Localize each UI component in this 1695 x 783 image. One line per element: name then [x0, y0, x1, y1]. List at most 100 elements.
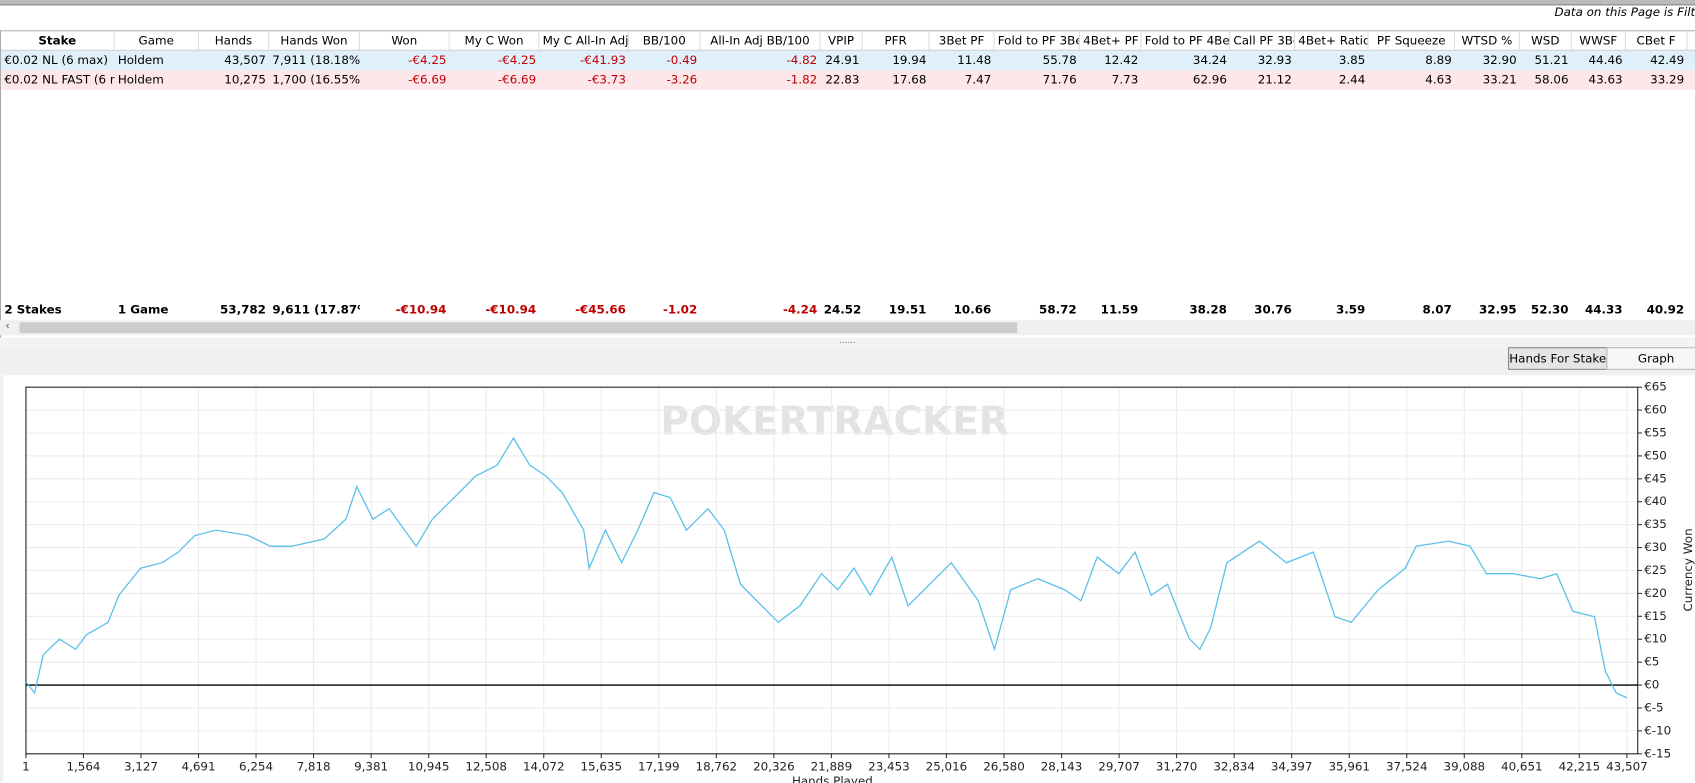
table-cell: 71.76	[1042, 72, 1077, 87]
column-header[interactable]: VPIP	[820, 31, 863, 50]
tab[interactable]: Hands For Stake	[1507, 347, 1608, 370]
total-cell: 11.59	[1100, 302, 1139, 317]
table-cell: 21.12	[1257, 72, 1292, 87]
total-cell: -1.02	[662, 302, 698, 317]
total-cell: 10.66	[953, 302, 992, 317]
total-cell: -€45.66	[575, 302, 626, 317]
table-cell: 12.42	[1104, 52, 1139, 68]
row-bg	[1, 50, 1695, 71]
column-header[interactable]: Hands Won	[269, 31, 360, 50]
x-tick-label: 17,199	[638, 759, 680, 773]
table-cell: -€6.69	[408, 72, 447, 87]
scroll-left[interactable]: ‹	[5, 320, 10, 333]
x-tick-label: 9,381	[354, 759, 388, 773]
total-cell: 8.07	[1422, 302, 1452, 317]
y-tick-label: €5	[1644, 655, 1659, 669]
table-cell: 7.73	[1111, 72, 1139, 87]
column-header[interactable]: 4Bet+ PF	[1080, 31, 1142, 50]
table-cell: 7,911 (18.18%)	[272, 52, 360, 68]
column-header[interactable]: PFR	[863, 31, 930, 50]
stats-table: Stake Game Hands Hands Won Won My C Won My C A…	[0, 30, 1695, 339]
column-header[interactable]: WTSD %	[1455, 31, 1520, 50]
table-cell: 19.94	[892, 52, 927, 68]
column-header[interactable]: Stake	[1, 31, 115, 50]
total-cell: -4.24	[782, 302, 818, 317]
x-tick-label: 37,524	[1386, 759, 1428, 773]
x-tick-label: 20,326	[753, 759, 795, 773]
y-tick-label: €45	[1644, 471, 1667, 485]
column-header[interactable]: My C Won	[450, 31, 540, 50]
table-cell: €0.02 NL (6 max)	[4, 52, 108, 68]
column-header[interactable]: All-In Adj BB/100	[700, 31, 821, 50]
column-header[interactable]: Won	[360, 31, 450, 50]
column-header[interactable]: Fold to PF 3Bet	[995, 31, 1080, 50]
table-cell: 43.63	[1588, 72, 1623, 87]
x-tick-label: 10,945	[408, 759, 450, 773]
y-tick-label: €55	[1644, 426, 1667, 440]
column-header[interactable]: Game	[115, 31, 199, 50]
column-header[interactable]: WSD	[1520, 31, 1572, 50]
table-cell: 7.47	[964, 72, 992, 87]
table-cell: 3.85	[1338, 52, 1366, 68]
x-tick-label: 14,072	[523, 759, 565, 773]
column-header[interactable]: 3Bet PF	[930, 31, 995, 50]
column-header[interactable]: My C All-In Adj	[539, 31, 630, 50]
tab[interactable]: Graph	[1606, 347, 1695, 370]
x-tick-label: 15,635	[580, 759, 622, 773]
column-header[interactable]: WWSF	[1572, 31, 1626, 50]
y-tick-label: €-5	[1644, 700, 1663, 714]
total-cell: 30.76	[1254, 302, 1292, 317]
column-header[interactable]: PF Squeeze	[1369, 31, 1456, 50]
table-cell: 62.96	[1192, 72, 1227, 87]
table-cell: 42.49	[1650, 52, 1685, 68]
x-tick-label: 28,143	[1041, 759, 1083, 773]
watermark: POKERTRACKER	[660, 399, 1008, 444]
y-tick-label: €0	[1644, 678, 1659, 692]
column-header[interactable]: 4Bet+ Ratio	[1295, 31, 1369, 50]
x-tick-label: 31,270	[1156, 759, 1198, 773]
table-cell: 34.24	[1192, 52, 1227, 68]
x-tick-label: 6,254	[239, 759, 273, 773]
x-tick-label: 1,564	[66, 759, 100, 773]
column-header[interactable]: Fold to PF 4Bet+	[1142, 31, 1231, 50]
table-cell: -€4.25	[497, 52, 537, 68]
total-cell: -€10.94	[485, 302, 537, 317]
table-cell: 8.89	[1425, 52, 1452, 68]
header-bg	[1, 31, 1695, 51]
y-tick-label: €65	[1644, 380, 1667, 394]
filter-note: Data on this Page is Filtered	[1554, 5, 1695, 20]
x-tick-label: 12,508	[465, 759, 507, 773]
total-cell: 24.52	[823, 302, 862, 317]
table-cell: 1,700 (16.55%)	[272, 72, 360, 87]
table-cell: 33.21	[1482, 72, 1517, 87]
x-tick-label: 21,889	[811, 759, 853, 773]
table-cell: -€41.93	[579, 52, 626, 68]
table-cell: 43,507	[224, 52, 266, 68]
scrollbar-thumb[interactable]	[19, 322, 1018, 334]
table-cell: -€6.69	[497, 72, 537, 87]
total-cell: 1 Game	[117, 302, 169, 317]
total-cell: 58.72	[1039, 302, 1077, 317]
y-tick-label: €30	[1644, 540, 1667, 554]
x-tick-label: 7,818	[297, 759, 331, 773]
table-cell: 24.91	[825, 52, 860, 68]
column-header[interactable]: BB/100	[629, 31, 701, 50]
total-cell: 53,782	[220, 302, 266, 317]
x-tick-label: 26,580	[983, 759, 1025, 773]
y-tick-label: €60	[1644, 403, 1667, 417]
table-cell: 55.78	[1042, 52, 1077, 68]
y-tick-label: €20	[1644, 586, 1667, 600]
table-cell: 33.29	[1650, 72, 1685, 87]
x-tick-label: 43,507	[1606, 759, 1648, 773]
y-tick-label: €25	[1644, 563, 1667, 577]
x-tick-label: 4,691	[182, 759, 216, 773]
column-header[interactable]: Hands	[199, 31, 270, 50]
column-header[interactable]: CBet F	[1626, 31, 1688, 50]
table-cell: -1.82	[786, 72, 818, 87]
table-cell: Holdem	[117, 52, 164, 68]
column-header[interactable]: Call PF 3Bet	[1230, 31, 1296, 50]
table-cell: 17.68	[892, 72, 927, 87]
table-cell: 58.06	[1534, 72, 1569, 87]
plot-frame	[25, 386, 1639, 755]
splitter[interactable]: ......	[0, 336, 1695, 347]
